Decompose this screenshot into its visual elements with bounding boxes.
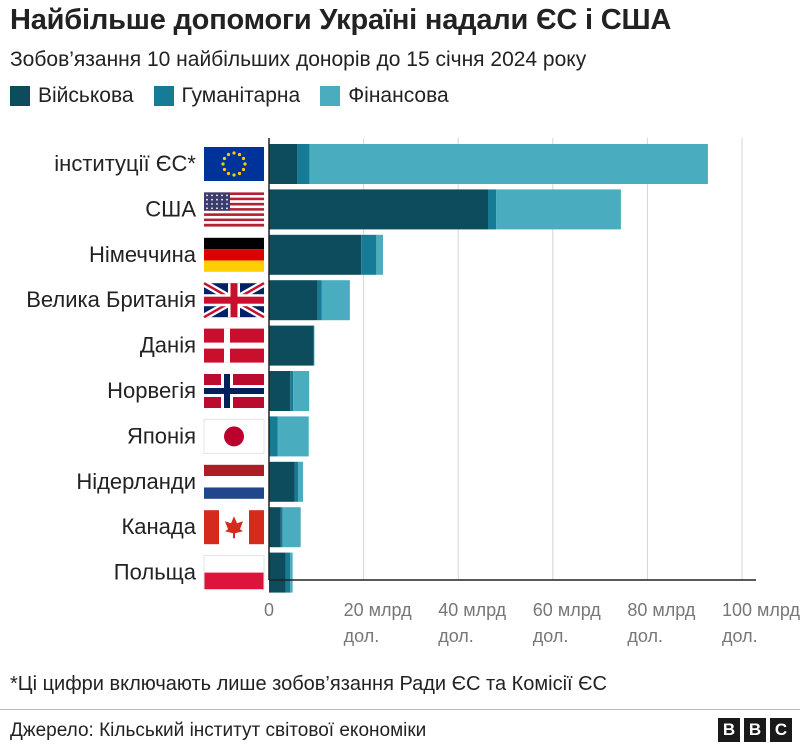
poland-flag-icon: [203, 555, 265, 591]
category-label: Норвегія: [107, 378, 196, 403]
legend-label-military: Військова: [38, 84, 134, 107]
x-tick-label: дол.: [627, 626, 663, 646]
bar-segment: [269, 280, 318, 321]
bbc-logo-letter: B: [718, 718, 740, 742]
bar-segment: [277, 416, 309, 457]
bar-segment: [280, 507, 283, 548]
bar-segment: [361, 234, 377, 275]
bar-segment: [269, 189, 488, 230]
chart-legend: Військова Гуманітарна Фінансова: [10, 84, 469, 108]
bar-segment: [290, 552, 293, 593]
usa-flag-icon: [204, 192, 264, 227]
category-label: Данія: [140, 333, 196, 358]
category-label: Велика Британія: [26, 287, 196, 312]
category-label: США: [145, 196, 196, 221]
footer-divider: [0, 709, 800, 710]
bar-segment: [269, 325, 314, 366]
bar-segment: [269, 507, 281, 548]
legend-swatch-financial: [320, 86, 341, 106]
norway-flag-icon: [204, 374, 264, 408]
bar-segment: [487, 189, 497, 230]
footnote: *Ці цифри включають лише зобов’язання Ра…: [10, 673, 607, 695]
chart-subtitle: Зобов’язання 10 найбільших донорів до 15…: [10, 48, 587, 71]
x-tick-label: дол.: [533, 626, 569, 646]
bar-segment: [269, 552, 286, 593]
x-tick-label: 60 млрд: [533, 600, 601, 620]
legend-swatch-military: [10, 86, 30, 106]
category-label: Польща: [114, 560, 197, 585]
denmark-flag-icon: [204, 328, 264, 363]
bar-segment: [298, 461, 304, 502]
legend-item-financial: Фінансова: [320, 84, 449, 108]
bar-segment: [282, 507, 301, 548]
category-label: інституції ЄС*: [54, 151, 196, 176]
x-tick-label: 80 млрд: [627, 600, 695, 620]
bar-segment: [269, 371, 291, 411]
x-tick-label: 0: [264, 600, 274, 620]
bbc-logo-letter: B: [744, 718, 766, 742]
x-tick-label: 100 млрд: [722, 600, 800, 620]
bar-segment: [496, 189, 621, 230]
bbc-logo-letter: C: [770, 718, 792, 742]
chart-title: Найбільше допомоги Україні надали ЄС і С…: [10, 4, 672, 36]
bar-segment: [269, 234, 362, 275]
bar-segment: [309, 144, 708, 184]
bar-segment: [269, 144, 298, 184]
eu-flag-icon: [204, 147, 264, 181]
category-label: Японія: [127, 423, 196, 448]
bar-segment: [321, 280, 350, 321]
legend-label-financial: Фінансова: [348, 84, 449, 107]
netherlands-flag-icon: [204, 464, 264, 499]
germany-flag-icon: [204, 237, 264, 272]
bar-segment: [313, 325, 314, 366]
canada-flag-icon: [204, 510, 264, 545]
bar-chart: інституції ЄС* США Німеччина Велика Британі…: [26, 138, 800, 646]
bar-segment: [294, 461, 299, 502]
category-label: Канада: [121, 514, 196, 539]
bar-segment: [290, 371, 294, 411]
legend-label-humanitarian: Гуманітарна: [181, 84, 301, 107]
bar-segment: [313, 325, 315, 366]
category-label: Нідерланди: [76, 469, 196, 494]
source-text: Джерело: Кільський інститут світової еко…: [10, 720, 427, 741]
x-tick-label: дол.: [344, 626, 380, 646]
bar-segment: [376, 234, 383, 275]
bar-segment: [297, 144, 310, 184]
legend-swatch-humanitarian: [153, 86, 174, 106]
legend-item-humanitarian: Гуманітарна: [153, 84, 301, 108]
x-tick-label: дол.: [722, 626, 758, 646]
x-tick-label: 40 млрд: [438, 600, 506, 620]
category-label: Німеччина: [89, 242, 197, 267]
legend-item-military: Військова: [10, 84, 134, 108]
bar-segment: [269, 416, 278, 457]
bbc-logo: B B C: [714, 718, 792, 742]
bar-segment: [269, 461, 295, 502]
bar-segment: [293, 371, 310, 411]
japan-flag-icon: [203, 418, 265, 454]
x-tick-label: дол.: [438, 626, 474, 646]
uk-flag-icon: [202, 280, 266, 321]
bar-segment: [317, 280, 322, 321]
x-tick-label: 20 млрд: [344, 600, 412, 620]
bar-segment: [285, 552, 291, 593]
